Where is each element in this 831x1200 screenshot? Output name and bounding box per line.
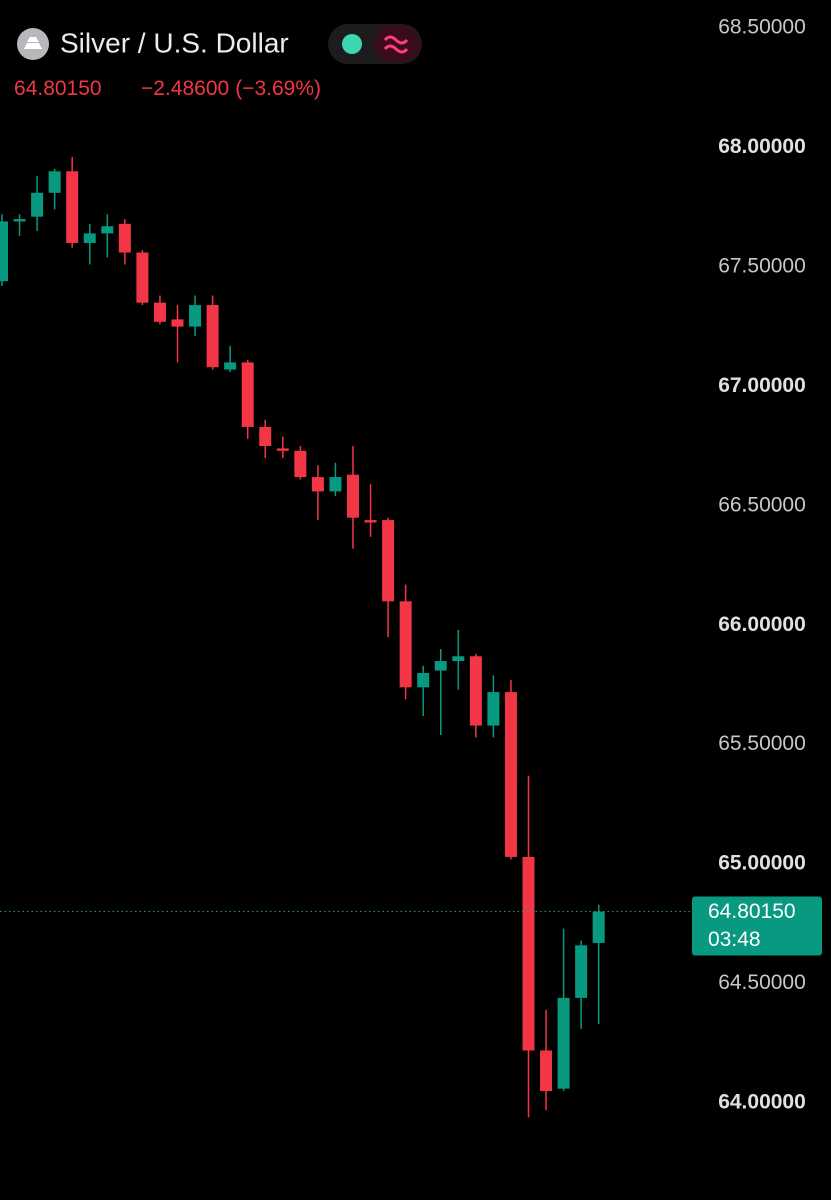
- candle-body: [347, 474, 359, 518]
- price-change: −2.48600: [141, 77, 229, 100]
- candle-body: [189, 305, 202, 327]
- candle-body: [557, 997, 570, 1089]
- candle-body: [206, 305, 219, 368]
- candle-body: [399, 601, 412, 688]
- candle-body: [294, 450, 307, 478]
- y-tick-label: 66.00000: [718, 613, 806, 636]
- candle-body: [224, 362, 237, 370]
- candle-body: [504, 692, 517, 857]
- y-tick-label: 64.00000: [718, 1091, 806, 1114]
- last-price-tag-label: 64.80150: [708, 900, 796, 923]
- price-line: 64.80150 −2.48600 (−3.69%): [14, 77, 321, 100]
- y-tick-label: 67.00000: [718, 374, 806, 397]
- candle-body: [311, 477, 324, 492]
- candle-body: [522, 856, 535, 1051]
- candle-body: [487, 692, 500, 726]
- candle-body: [136, 252, 149, 303]
- delayed-badge: [374, 26, 420, 62]
- candle-body: [417, 672, 430, 688]
- candle-body: [329, 477, 342, 492]
- symbol-icon-bars: [24, 37, 42, 49]
- candle-body: [171, 319, 184, 327]
- candle-body: [13, 219, 26, 222]
- candle-body: [101, 226, 114, 234]
- candle-body: [66, 171, 79, 243]
- last-price-tag: [692, 896, 822, 956]
- candle-body: [469, 656, 482, 726]
- candle-body: [540, 1050, 553, 1092]
- y-tick-label: 65.00000: [718, 852, 806, 875]
- candle-body: [434, 661, 447, 671]
- candle-body: [575, 945, 588, 998]
- candle-body: [153, 302, 166, 322]
- candle-body: [118, 223, 131, 253]
- candle-body: [31, 192, 44, 217]
- y-tick-label: 67.50000: [718, 254, 806, 277]
- candle-body: [276, 448, 289, 451]
- y-tick-label: 68.00000: [718, 135, 806, 158]
- delayed-icon: [383, 35, 409, 54]
- market-open-dot: [342, 34, 362, 54]
- candle-body: [259, 426, 272, 447]
- price-change-percent: (−3.69%): [235, 77, 321, 100]
- candle-body: [0, 221, 8, 282]
- candle-body: [364, 520, 377, 523]
- candle-body: [592, 911, 605, 943]
- candle-body: [382, 520, 395, 602]
- y-tick-label: 66.50000: [718, 493, 806, 516]
- last-price: 64.80150: [14, 77, 102, 100]
- candle-body: [452, 656, 465, 662]
- candle-body: [241, 362, 254, 427]
- y-tick-label: 64.50000: [718, 971, 806, 994]
- bar-countdown: 03:48: [708, 928, 761, 951]
- y-tick-label: 68.50000: [718, 15, 806, 38]
- candle-body: [83, 233, 96, 243]
- candle-body: [48, 171, 61, 193]
- symbol-title: Silver / U.S. Dollar: [60, 27, 289, 58]
- y-tick-label: 65.50000: [718, 732, 806, 755]
